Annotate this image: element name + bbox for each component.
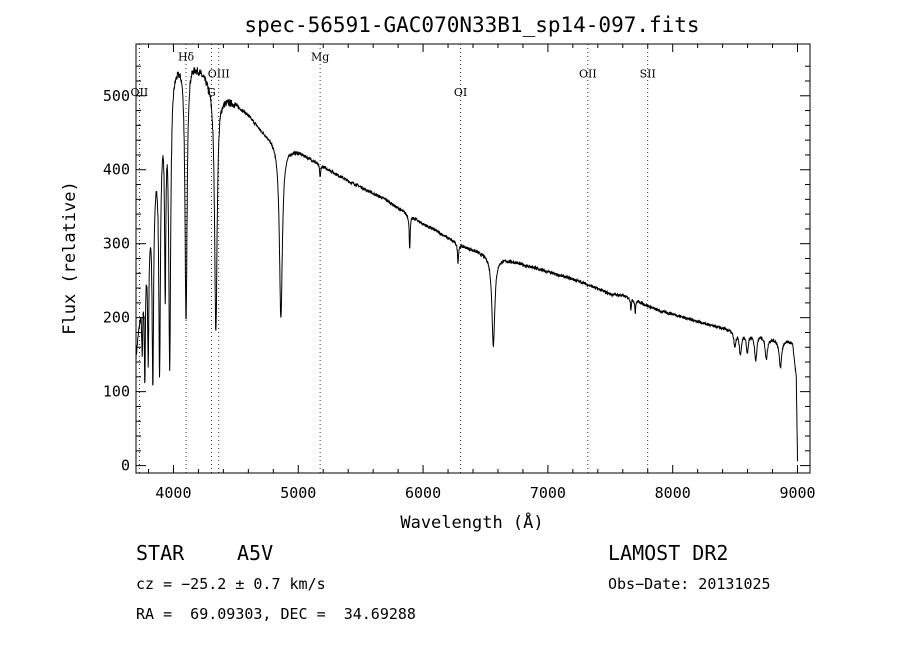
chart-title: spec-56591-GAC070N33B1_sp14-097.fits (244, 13, 699, 37)
x-tick-label: 4000 (155, 484, 191, 502)
x-axis-ticks: 4000 5000 6000 7000 8000 9000 (147, 44, 816, 502)
y-axis-title: Flux (relative) (60, 181, 80, 335)
spectral-line-labels: OII Hδ G OIII Mg OI OII SII (131, 50, 656, 99)
object-class: STAR (136, 541, 185, 565)
spectral-line-label: OIII (208, 67, 230, 80)
spectral-line-label: OI (454, 86, 467, 99)
x-tick-label: 7000 (530, 484, 566, 502)
x-tick-label: 6000 (405, 484, 441, 502)
observation-date: Obs−Date: 20131025 (608, 575, 771, 593)
spectral-line-label: OII (579, 67, 597, 80)
spectral-line-label: OII (131, 86, 149, 99)
spectral-line-markers (138, 44, 649, 473)
plot-frame (135, 43, 811, 474)
y-axis-ticks: 0 100 200 300 400 500 (103, 65, 810, 475)
spectral-line-label: Mg (311, 50, 329, 63)
x-axis-title: Wavelength (Å) (400, 511, 543, 533)
x-tick-label: 9000 (779, 484, 815, 502)
survey-name: LAMOST DR2 (608, 541, 729, 565)
y-tick-label: 300 (103, 235, 130, 253)
spectral-line-label: Hδ (178, 50, 195, 63)
y-tick-label: 400 (103, 161, 130, 179)
x-tick-label: 5000 (280, 484, 316, 502)
spectrum-line (135, 67, 798, 462)
y-tick-label: 0 (121, 457, 130, 475)
object-subclass: A5V (237, 541, 274, 565)
x-tick-label: 8000 (655, 484, 691, 502)
y-tick-label: 200 (103, 309, 130, 327)
spectral-line-label: G (207, 86, 216, 99)
y-tick-label: 100 (103, 383, 130, 401)
spectral-line-label: SII (640, 67, 656, 80)
coordinates-info: RA = 69.09303, DEC = 34.69288 (136, 605, 416, 623)
y-tick-label: 500 (103, 87, 130, 105)
redshift-info: cz = −25.2 ± 0.7 km/s (136, 575, 326, 593)
